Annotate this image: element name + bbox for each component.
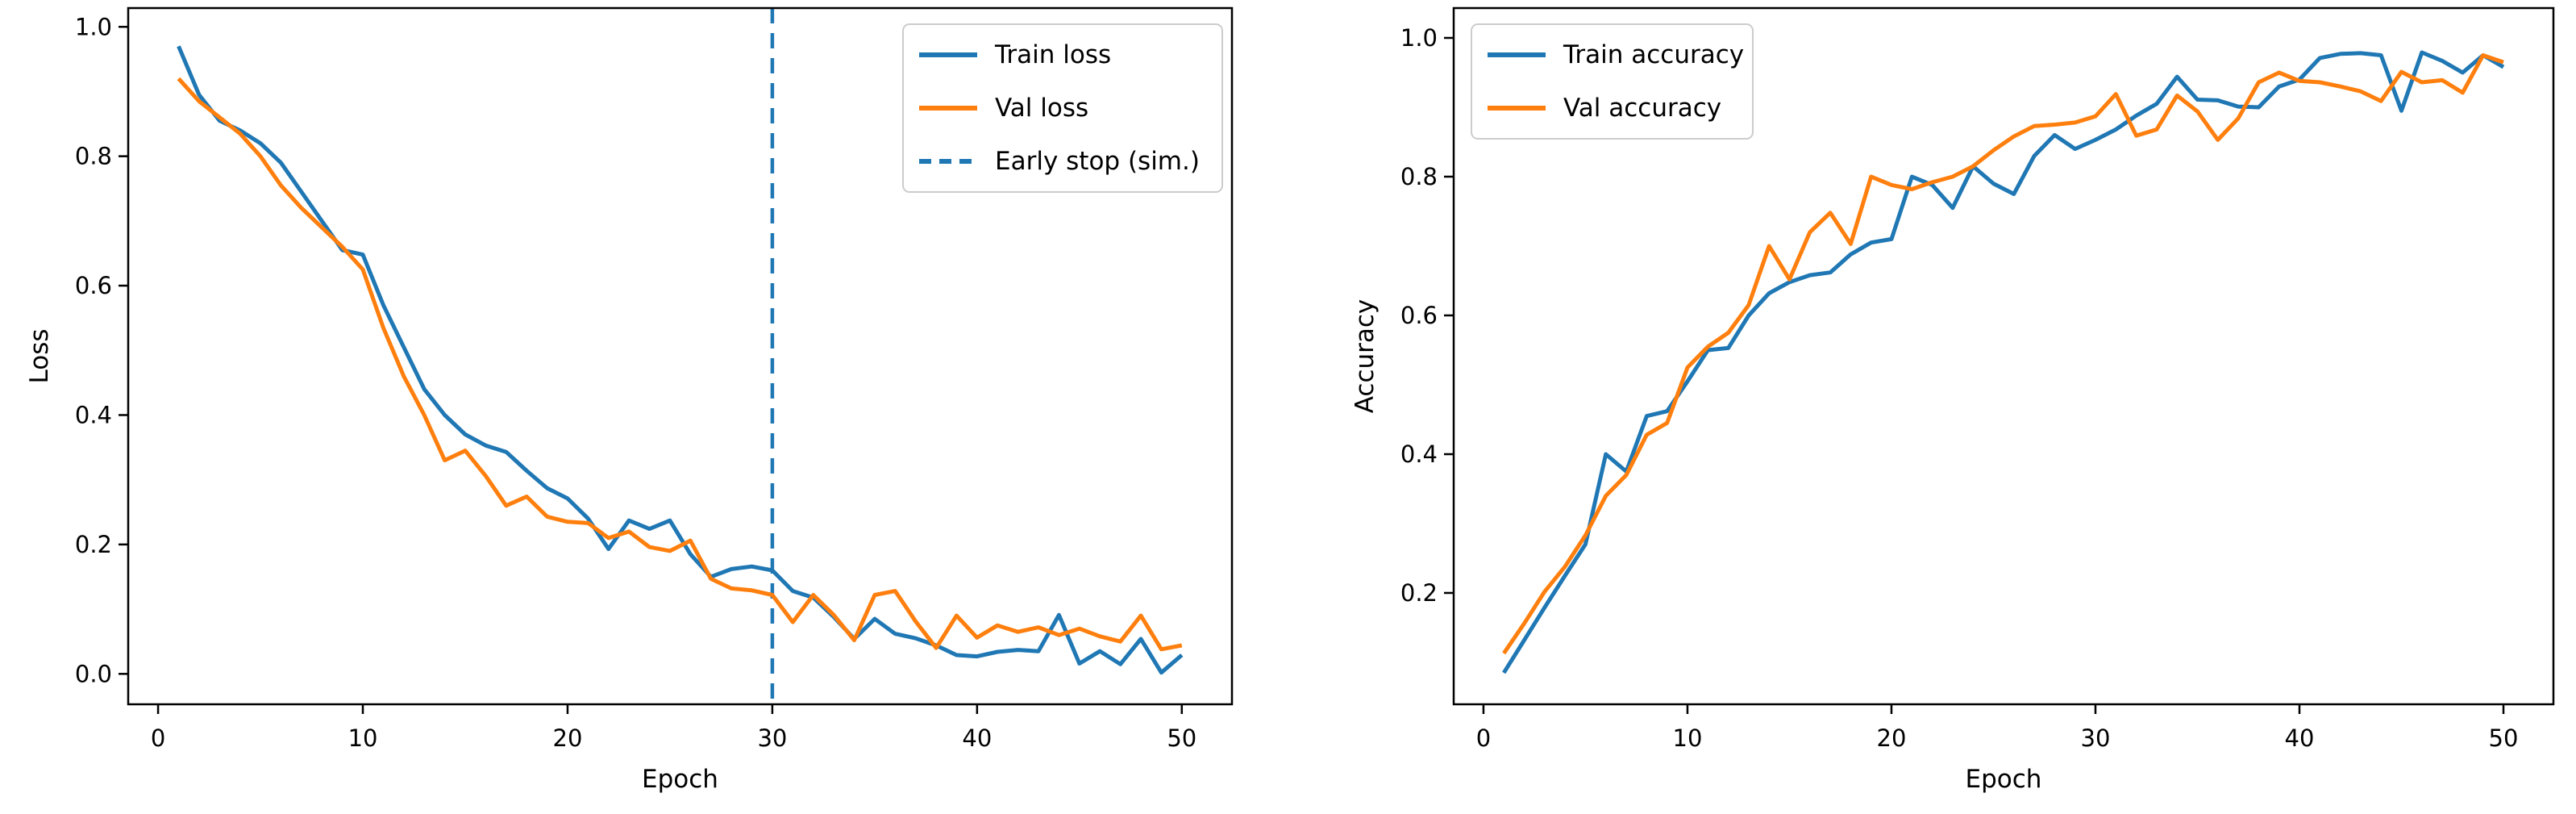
x-axis-label: Epoch — [642, 765, 718, 794]
legend-label-train-accuracy: Train accuracy — [1563, 40, 1744, 69]
x-tick-label: 30 — [757, 724, 787, 752]
x-tick-label: 20 — [553, 724, 583, 752]
y-tick-label: 1.0 — [1400, 24, 1438, 52]
y-tick-label: 0.6 — [1400, 302, 1438, 329]
y-tick-label: 0.8 — [75, 143, 112, 170]
legend-label-early-stop-sim: Early stop (sim.) — [995, 147, 1200, 176]
x-tick-label: 0 — [151, 724, 165, 752]
plot-frame — [1452, 6, 2555, 706]
legend-label-val-accuracy: Val accuracy — [1563, 94, 1721, 123]
legend: Train accuracy Val accuracy — [1471, 23, 1754, 140]
x-tick-label: 0 — [1476, 724, 1491, 752]
x-tick-label: 50 — [2489, 724, 2519, 752]
y-tick-label: 0.0 — [75, 660, 112, 687]
x-tick-label: 30 — [2081, 724, 2111, 752]
y-tick-label: 1.0 — [75, 13, 112, 40]
y-tick-label: 0.2 — [1400, 579, 1438, 607]
x-tick-label: 10 — [348, 724, 378, 752]
legend: Train loss Val loss Early stop (sim.) — [902, 23, 1223, 193]
x-tick-label: 20 — [1877, 724, 1907, 752]
y-tick-label: 0.4 — [75, 401, 112, 428]
plot-frame — [127, 6, 1234, 706]
x-tick-label: 40 — [962, 724, 992, 752]
y-tick-label: 0.2 — [75, 531, 112, 558]
x-tick-label: 10 — [1673, 724, 1703, 752]
accuracy-plot: 0 10 20 30 40 50 0.2 0.4 0.6 0.8 1.0 Epoch Accuracy T… — [1350, 6, 2555, 794]
val-accuracy-line — [1502, 53, 2504, 655]
y-tick-label: 0.8 — [1400, 163, 1438, 190]
train-accuracy-line — [1502, 50, 2505, 674]
x-tick-label: 50 — [1167, 724, 1196, 752]
x-tick-label: 40 — [2285, 724, 2315, 752]
y-tick-label: 0.6 — [75, 272, 112, 299]
loss-plot: 0 10 20 30 40 50 0.0 0.2 0.4 0.6 0.8 1.0 Epoch Loss Tr… — [25, 6, 1234, 794]
y-axis-label: Loss — [25, 329, 54, 384]
y-tick-label: 0.4 — [1400, 440, 1438, 468]
legend-label-val-loss: Val loss — [995, 94, 1088, 123]
val-loss-line — [177, 77, 1183, 652]
legend-box — [902, 23, 1223, 193]
y-axis-label: Accuracy — [1350, 299, 1380, 414]
legend-label-train-loss: Train loss — [994, 40, 1111, 69]
x-axis-label: Epoch — [1966, 765, 2042, 794]
